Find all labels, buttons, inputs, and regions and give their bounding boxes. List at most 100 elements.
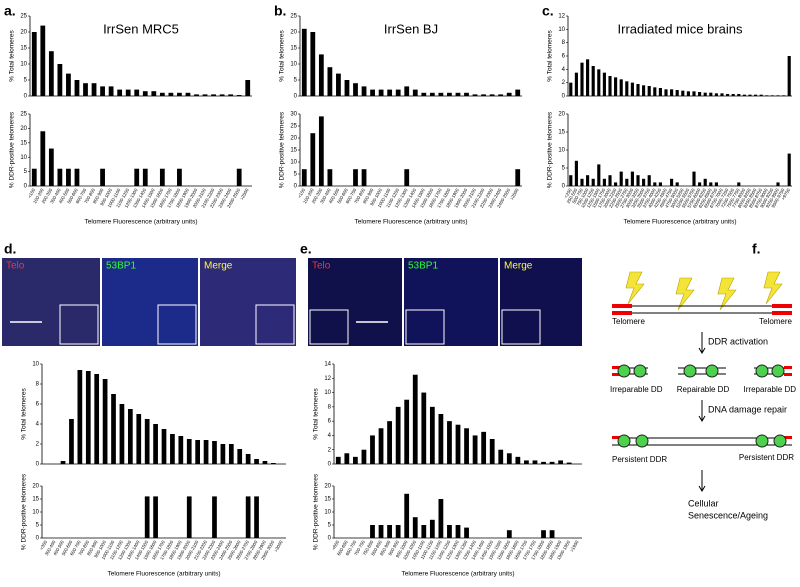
bar: [353, 83, 358, 96]
panel-label: d.: [4, 241, 16, 257]
y-tick-label: 4: [36, 422, 40, 428]
bar: [254, 496, 259, 538]
y-tick-label: 8: [562, 40, 566, 46]
bar: [245, 80, 251, 96]
bar: [395, 406, 401, 464]
y-tick-label: 10: [558, 27, 565, 33]
x-tick-label: <100: [27, 187, 37, 199]
bar: [776, 95, 780, 96]
bar: [344, 80, 350, 96]
bar: [759, 94, 763, 96]
bar: [580, 178, 584, 186]
y-tick-label: 8: [36, 382, 40, 388]
y-tick-label: 10: [20, 155, 27, 161]
bar: [569, 175, 573, 186]
bar: [177, 168, 182, 186]
x-tick-label: >9750: [780, 187, 791, 201]
bar: [387, 89, 393, 96]
bar: [186, 439, 192, 464]
telomere: [772, 304, 792, 308]
bar: [625, 178, 629, 186]
inset: [59, 304, 99, 345]
y-tick-label: 10: [32, 362, 39, 368]
bar: [378, 428, 384, 464]
y-tick-label: 25: [290, 124, 297, 130]
radiation-icon: [675, 277, 695, 311]
bar: [219, 94, 225, 96]
bar: [310, 133, 316, 186]
x-tick-label: <300: [39, 539, 49, 551]
bar: [195, 440, 201, 464]
bar: [630, 171, 634, 186]
bar: [742, 94, 746, 96]
arrow: [698, 332, 706, 354]
bar: [370, 525, 375, 538]
bar: [352, 456, 358, 464]
bar: [421, 525, 427, 538]
y-tick-label: 25: [20, 112, 27, 118]
y-tick-label: 15: [290, 46, 297, 52]
bar: [212, 441, 217, 464]
y-tick-label: 0: [24, 184, 28, 190]
y-tick-label: 2: [562, 80, 566, 86]
bar: [720, 93, 724, 96]
bar: [108, 86, 114, 96]
bar: [608, 76, 612, 96]
bar: [144, 419, 150, 464]
radiation-icon: [625, 271, 645, 305]
channel-label: Telo: [312, 261, 331, 272]
bar: [602, 72, 606, 96]
chart-title: IrrSen BJ: [384, 21, 438, 36]
bar: [254, 459, 259, 464]
bar: [170, 434, 175, 464]
bar: [161, 429, 167, 464]
bar: [686, 91, 690, 96]
bar: [614, 77, 618, 96]
panel-label: e.: [300, 241, 312, 257]
bar: [748, 94, 752, 96]
x-axis-label: Telomere Fluorescence (arbitrary units): [401, 571, 514, 578]
panel-label: a.: [4, 3, 16, 19]
bar: [619, 171, 623, 186]
bar: [412, 374, 418, 464]
y-tick-label: 15: [20, 46, 27, 52]
y-tick-label: 20: [324, 484, 331, 490]
bar: [310, 32, 316, 96]
bar: [57, 168, 63, 186]
y-tick-label: 10: [290, 160, 297, 166]
y-tick-label: 0: [36, 462, 40, 468]
bar: [591, 178, 595, 186]
bar: [541, 461, 546, 464]
bar: [370, 89, 375, 96]
bar: [670, 178, 674, 186]
bar: [455, 424, 461, 464]
bar: [211, 94, 216, 96]
label: Senescence/Ageing: [688, 510, 768, 520]
ddr-focus: [635, 434, 649, 448]
bar: [344, 453, 350, 464]
y-tick-label: 10: [20, 62, 27, 68]
bar: [438, 92, 444, 96]
x-axis-label: Telomere Fluorescence (arbitrary units): [107, 571, 220, 578]
bar: [709, 182, 713, 186]
bar: [636, 84, 640, 96]
bar: [327, 169, 333, 186]
inset: [309, 309, 349, 345]
bar: [754, 94, 758, 96]
y-tick-label: 0: [294, 184, 298, 190]
bar: [658, 182, 662, 186]
axis: [299, 114, 522, 187]
bar: [675, 182, 679, 186]
x-tick-label: >3000: [273, 539, 284, 553]
bar: [136, 414, 142, 464]
bar: [692, 91, 696, 96]
telomere: [612, 304, 632, 308]
bar: [177, 92, 182, 96]
bar: [464, 428, 469, 464]
x-axis-label: Telomere Fluorescence (arbitrary units): [623, 219, 736, 226]
bar: [48, 148, 54, 186]
bar: [378, 525, 384, 538]
bar: [353, 169, 358, 186]
bar: [464, 92, 469, 96]
y-tick-label: 20: [32, 484, 39, 490]
